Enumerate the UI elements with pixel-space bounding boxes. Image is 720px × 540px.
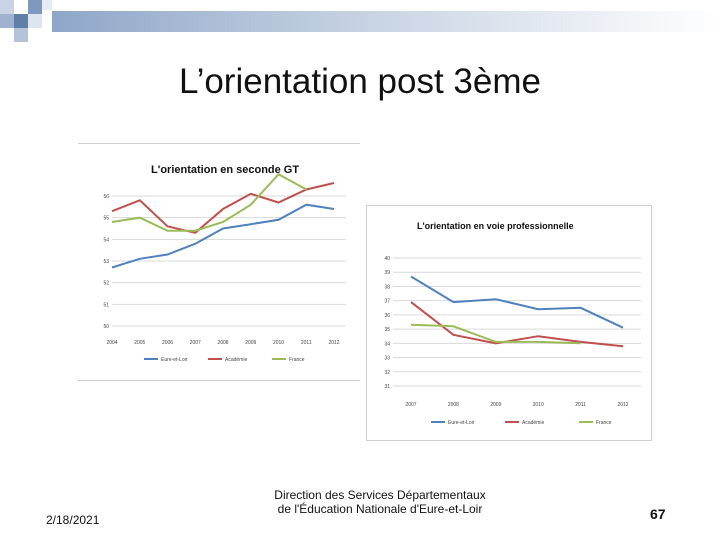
y-tick-label: 56 xyxy=(103,194,109,200)
x-tick-label: 2005 xyxy=(134,340,145,346)
footer-line-1: Direction des Services Départementaux xyxy=(274,488,486,502)
series-line-0 xyxy=(410,275,624,329)
chart-voie-professionnelle-svg: L'orientation en voie professionnelle 31 3… xyxy=(384,221,641,426)
x-tick-label: 2007 xyxy=(405,402,416,408)
y-tick-label: 40 xyxy=(384,256,390,262)
x-tick-label: 2011 xyxy=(301,340,312,346)
footer-line-2: de l'Éducation Nationale d'Eure-et-Loir xyxy=(277,502,483,516)
y-tick-label: 55 xyxy=(103,216,109,222)
y-tick-label: 52 xyxy=(103,281,109,287)
legend-label: Eure-et-Loir xyxy=(161,357,188,363)
x-tick-label: 2008 xyxy=(448,402,459,408)
legend-label: Eure-et-Loir xyxy=(448,420,475,426)
chart-seconde-gt-svg: L'orientation en seconde GT 50 51 52 53 54 55 5… xyxy=(103,164,346,363)
header-decoration xyxy=(0,0,720,42)
x-tick-label: 2012 xyxy=(328,340,339,346)
y-tick-label: 37 xyxy=(384,299,390,305)
y-tick-label: 53 xyxy=(103,259,109,265)
legend-label: Académie xyxy=(225,357,247,363)
x-tick-label: 2009 xyxy=(245,340,256,346)
page-number: 67 xyxy=(650,506,666,522)
y-tick-label: 32 xyxy=(384,370,390,376)
x-tick-label: 2009 xyxy=(490,402,501,408)
x-tick-label: 2012 xyxy=(617,402,628,408)
x-tick-label: 2007 xyxy=(190,340,201,346)
chart-voie-professionnelle: L'orientation en voie professionnelle 31 3… xyxy=(366,205,652,441)
footer-organisation: Direction des Services Départementaux de… xyxy=(250,488,510,516)
y-tick-label: 31 xyxy=(384,384,390,390)
legend-label: France xyxy=(289,357,305,363)
chart-title: L'orientation en seconde GT xyxy=(151,164,299,176)
y-tick-label: 54 xyxy=(103,237,109,243)
chart-seconde-gt: L'orientation en seconde GT 50 51 52 53 54 55 5… xyxy=(78,143,360,381)
y-tick-label: 36 xyxy=(384,313,390,319)
series-line-1 xyxy=(111,182,335,234)
y-tick-label: 34 xyxy=(384,341,390,347)
legend-label: Académie xyxy=(522,420,544,426)
x-tick-label: 2010 xyxy=(533,402,544,408)
y-tick-label: 38 xyxy=(384,284,390,290)
y-tick-label: 51 xyxy=(103,302,109,308)
series-line-0 xyxy=(111,203,335,269)
series-line-2 xyxy=(111,173,307,232)
y-tick-label: 35 xyxy=(384,327,390,333)
series-line-1 xyxy=(410,301,624,348)
slide-title: L’orientation post 3ème xyxy=(179,62,541,101)
slide-date: 2/18/2021 xyxy=(46,513,100,527)
x-tick-label: 2011 xyxy=(575,402,586,408)
y-tick-label: 33 xyxy=(384,356,390,362)
x-tick-label: 2006 xyxy=(162,340,173,346)
series-line-2 xyxy=(410,323,581,345)
chart-title: L'orientation en voie professionnelle xyxy=(417,221,574,231)
y-tick-label: 39 xyxy=(384,270,390,276)
y-tick-label: 50 xyxy=(103,324,109,330)
x-tick-label: 2008 xyxy=(217,340,228,346)
x-tick-label: 2010 xyxy=(273,340,284,346)
legend-label: France xyxy=(596,420,612,426)
x-tick-label: 2004 xyxy=(106,340,117,346)
